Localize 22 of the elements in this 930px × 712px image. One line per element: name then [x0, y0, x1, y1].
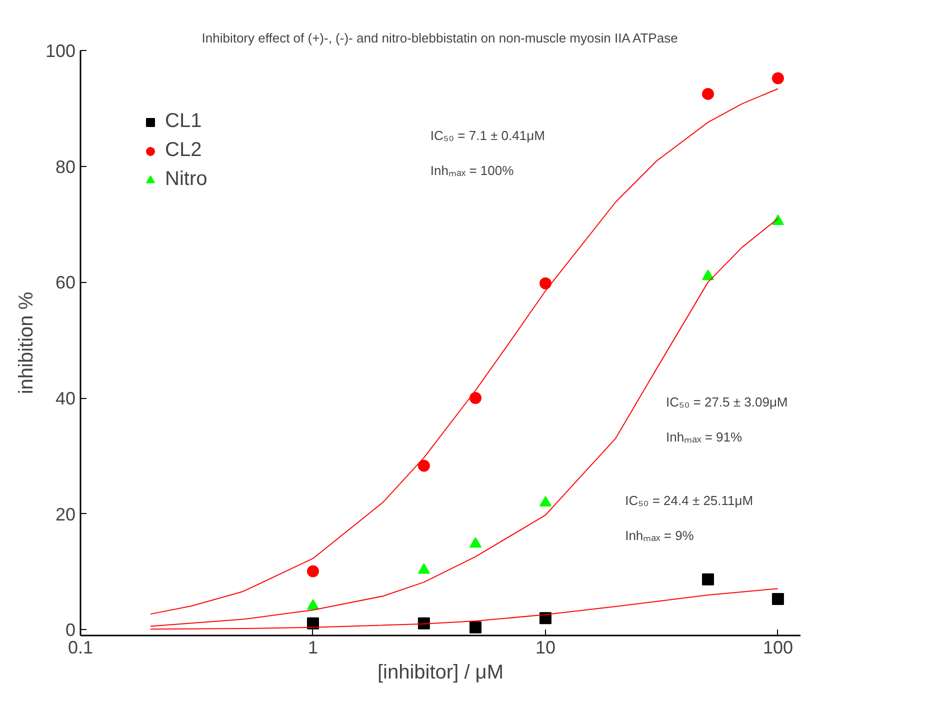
y-tick-label: 20 — [55, 504, 76, 524]
y-tick-label: 0 — [65, 620, 76, 640]
x-tick-label: 10 — [535, 638, 556, 658]
annotation: IC₅₀ = 7.1 ± 0.41μM — [430, 128, 545, 144]
legend-label: CL2 — [165, 139, 202, 162]
y-axis-title: inhibition % — [15, 292, 38, 394]
x-tick-label: 1 — [308, 638, 318, 658]
chart-title: Inhibitory effect of (+)-, (-)- and nitro-blebbistatin on non-muscle myosin IIA ATPase — [202, 30, 678, 46]
y-tick-label: 80 — [55, 156, 76, 177]
annotation: Inhₘₐₓ = 91% — [666, 429, 742, 444]
legend-label: CL1 — [165, 110, 202, 133]
x-axis-title: [inhibitor] / μM — [377, 662, 504, 684]
x-tick-label: 100 — [762, 638, 793, 658]
annotation: Inhₘₐₓ = 100% — [430, 162, 514, 178]
x-tick-label: 0.1 — [68, 638, 94, 658]
annotation: IC₅₀ = 24.4 ± 25.11μM — [625, 493, 754, 508]
annotation: IC₅₀ = 27.5 ± 3.09μM — [666, 394, 788, 410]
legend-label: Nitro — [165, 168, 208, 191]
annotation: Inhₘₐₓ = 9% — [625, 528, 694, 543]
y-tick-label: 60 — [55, 272, 76, 293]
y-tick-label: 100 — [45, 41, 76, 61]
y-tick-label: 40 — [55, 388, 76, 409]
